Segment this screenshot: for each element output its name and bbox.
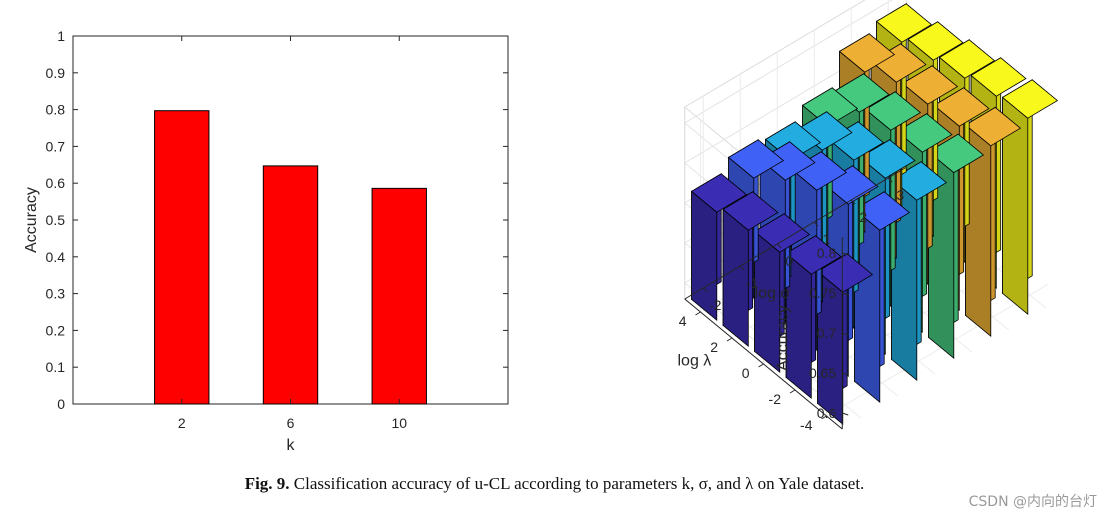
y-axis-label: Accuracy <box>23 187 40 253</box>
bar <box>262 165 319 405</box>
bar3d-top-face <box>816 253 874 293</box>
y-tick-label: 0.8 <box>46 102 66 118</box>
sigma-tick-mark <box>887 177 893 183</box>
bar3d-top-face <box>801 87 859 127</box>
bar3d-top-face <box>690 173 748 213</box>
y-tick-label: 0.7 <box>46 138 66 154</box>
sigma-tick-label: 1 <box>822 231 830 247</box>
y-tick-label: 1 <box>57 28 65 44</box>
bar3d <box>722 191 779 348</box>
figure-caption: Fig. 9. Classification accuracy of u-CL … <box>0 474 1109 494</box>
watermark: CSDN @内向的台灯 <box>968 494 1097 510</box>
bar3d-top-face <box>907 21 964 61</box>
z-tick-label: 0.75 <box>809 285 836 301</box>
lambda-tick-label: -4 <box>800 417 813 433</box>
z-tick-label: 0.65 <box>809 365 836 381</box>
sigma-tick-label: 3 <box>896 187 904 203</box>
z-tick-mark <box>842 372 849 376</box>
lambda-tick-label: 0 <box>742 365 750 381</box>
x-tick-label: 10 <box>391 415 407 431</box>
lambda-tick-mark <box>695 311 701 316</box>
y-tick-label: 0 <box>57 396 65 412</box>
bar3d <box>816 253 874 426</box>
sigma-tick-mark <box>739 265 745 271</box>
bar3d-top-face <box>785 235 842 275</box>
bar3d <box>1001 79 1059 316</box>
bar3d <box>785 235 842 400</box>
bar3d-side-face <box>722 208 749 348</box>
lambda-tick-mark <box>758 363 764 368</box>
y-tick-label: 0.6 <box>46 175 66 191</box>
caption-label: Fig. 9. <box>244 474 290 493</box>
bar <box>371 187 427 405</box>
x-tick-label: 2 <box>178 415 186 431</box>
bar3d-top-face <box>722 191 779 231</box>
y-tick-label: 0.3 <box>46 286 66 302</box>
sigma-tick-label: 0 <box>785 253 793 269</box>
z-tick-label: 0.6 <box>817 405 837 421</box>
sigma-tick-label: -1 <box>746 275 759 291</box>
sigma-tick-mark <box>776 243 782 249</box>
bar3d-top-face <box>970 57 1027 97</box>
z-tick-mark <box>842 332 849 336</box>
lambda-tick-label: -2 <box>769 391 782 407</box>
bar3d <box>690 173 748 322</box>
sigma-axis-label: log σ <box>755 285 791 302</box>
bar3d-top-face <box>838 33 896 73</box>
bar3d-top-face <box>727 139 785 179</box>
bar3d-top-face <box>938 39 996 79</box>
bar3d-top-face <box>1001 79 1059 119</box>
bar3d-top-face <box>864 91 922 131</box>
sigma-tick-mark <box>702 287 708 293</box>
lambda-tick-label: 4 <box>679 313 687 329</box>
bar3d-top-face <box>964 106 1022 147</box>
bar3d-top-face <box>901 65 959 105</box>
sigma-tick-mark <box>850 199 856 205</box>
sigma-axis-line <box>684 166 908 300</box>
bar-chart-k: 0 0.1 0.2 0.3 0.4 0.5 0.6 0.7 0.8 0.9 1 2 6 10 k Accura… <box>23 28 509 454</box>
bar3d-top-face <box>753 213 811 253</box>
lambda-tick-mark <box>821 415 827 420</box>
lambda-tick-label: 2 <box>710 339 718 355</box>
x-axis-label: k <box>287 437 296 454</box>
z-tick-label: 0.8 <box>817 245 837 261</box>
caption-text: Classification accuracy of u-CL accordin… <box>293 474 865 493</box>
bar <box>154 110 210 405</box>
lambda-tick-mark <box>726 337 733 342</box>
z-tick-mark <box>842 252 849 256</box>
bar3d-chart-sigma-lambda: 0.6 0.65 0.7 0.75 0.8 Accuracy -4 -2 0 2 4 log λ -2 -… <box>678 0 1059 433</box>
bar3d-top-face <box>875 3 933 43</box>
lambda-tick-mark <box>789 389 796 394</box>
lambda-axis-label: log λ <box>678 353 712 370</box>
z-axis-label: Accuracy <box>774 305 791 371</box>
bar3d-top-face <box>933 87 990 127</box>
y-tick-label: 0.1 <box>46 359 66 375</box>
sigma-tick-label: 2 <box>859 209 867 225</box>
y-tick-label: 0.5 <box>46 212 66 228</box>
bar3d <box>753 213 811 374</box>
z-tick-label: 0.7 <box>817 325 837 341</box>
z-tick-mark <box>842 292 849 296</box>
x-tick-label: 6 <box>287 415 295 431</box>
y-tick-label: 0.4 <box>46 249 66 265</box>
y-tick-label: 0.9 <box>46 65 66 81</box>
sigma-tick-label: -2 <box>709 297 722 313</box>
y-tick-label: 0.2 <box>46 322 66 338</box>
floor-gridline <box>826 283 1049 417</box>
sigma-tick-mark <box>813 221 819 227</box>
z-tick-mark <box>842 412 849 416</box>
